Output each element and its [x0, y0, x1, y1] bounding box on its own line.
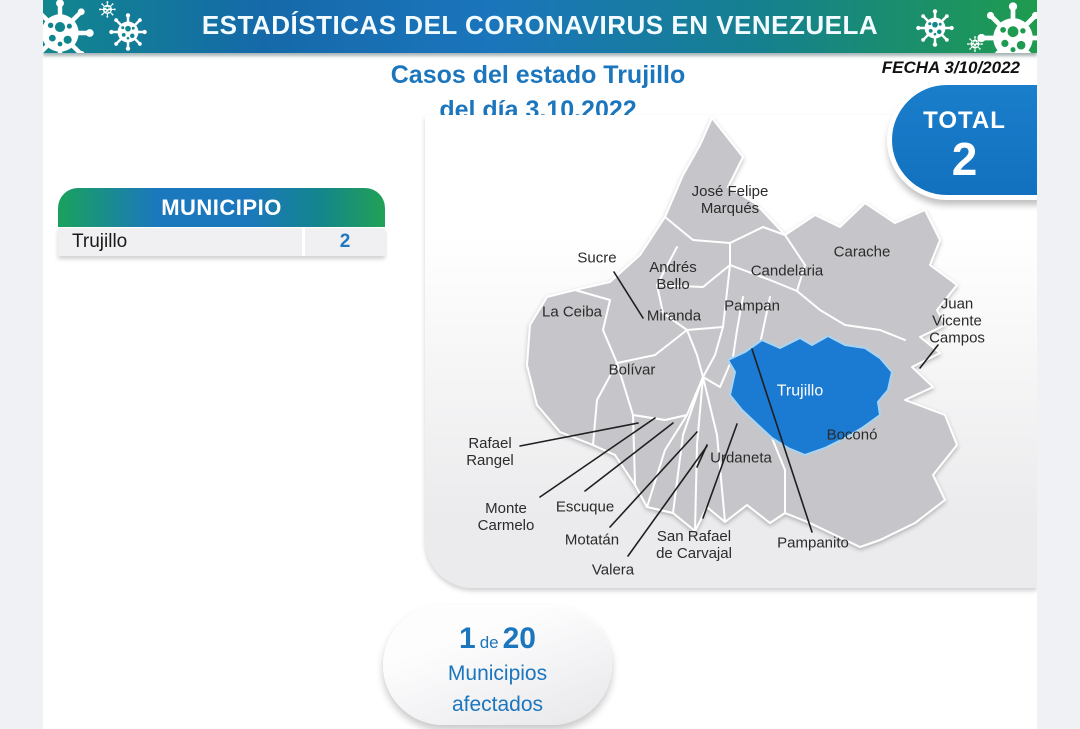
right-letterbox	[1037, 0, 1080, 729]
summary-line2: Municipios	[447, 662, 548, 685]
of-word: de	[479, 633, 499, 652]
total-label: TOTAL	[923, 107, 1006, 134]
content-area: ESTADÍSTICAS DEL CORONAVIRUS EN VENEZUEL…	[43, 0, 1037, 729]
summary-line3: afectados	[451, 693, 544, 716]
municipio-name-cell: Trujillo	[58, 228, 302, 256]
trujillo-state-map	[519, 117, 958, 557]
date-label: FECHA 3/10/2022	[881, 58, 1020, 77]
municipio-table-header: MUNICIPIO	[58, 188, 385, 227]
map-label-andres-bello: Andrés Bello	[649, 259, 697, 293]
map-label-trujillo: Trujillo	[776, 382, 824, 400]
map-label-candelaria: Candelaria	[750, 262, 824, 280]
map-label-valera: Valera	[591, 561, 635, 579]
map-label-bolivar: Bolívar	[608, 361, 656, 379]
label-leader-lines	[519, 271, 939, 557]
map-label-san-rafael-de-carvajal: San Rafael de Carvajal	[656, 528, 732, 562]
municipality-trujillo-highlight	[727, 335, 893, 456]
table-row: Trujillo 2	[58, 228, 385, 256]
summary-count-line: 1 de 20	[383, 622, 612, 656]
page-title: ESTADÍSTICAS DEL CORONAVIRUS EN VENEZUEL…	[201, 10, 879, 40]
map-label-urdaneta: Urdaneta	[710, 449, 772, 467]
map-label-sucre: Sucre	[577, 249, 617, 267]
map-label-jose-felipe-marques: José Felipe Marqués	[691, 183, 769, 217]
header-bar: ESTADÍSTICAS DEL CORONAVIRUS EN VENEZUEL…	[43, 0, 1037, 53]
virus-icons-right	[916, 0, 1037, 53]
map-label-escuque: Escuque	[555, 498, 615, 516]
municipio-cases-cell: 2	[305, 228, 385, 256]
affected-count: 1	[459, 622, 476, 655]
map-label-bocono: Boconó	[826, 426, 878, 444]
municipio-table: MUNICIPIO Trujillo 2	[58, 188, 385, 256]
map-label-pampan: Pampan	[724, 297, 780, 315]
map-label-la-ceiba: La Ceiba	[541, 303, 603, 321]
municipal-borders	[574, 216, 906, 532]
map-label-rafael-rangel: Rafael Rangel	[466, 435, 514, 469]
total-value: 2	[951, 133, 978, 185]
total-municipalities: 20	[502, 622, 536, 655]
summary-pill: 1 de 20 Municipios afectados	[383, 605, 612, 725]
map-label-miranda: Miranda	[646, 307, 702, 325]
map-label-juan-vicente-campos: Juan Vicente Campos	[929, 295, 985, 347]
left-letterbox	[0, 0, 43, 729]
map-label-motatan: Motatán	[564, 531, 620, 549]
map-label-carache: Carache	[833, 243, 891, 261]
map-label-monte-carmelo: Monte Carmelo	[477, 500, 535, 534]
subtitle-line1: Casos del estado Trujillo	[390, 61, 686, 89]
total-box: TOTAL 2	[892, 85, 1037, 195]
map-label-pampanito: Pampanito	[777, 534, 849, 552]
